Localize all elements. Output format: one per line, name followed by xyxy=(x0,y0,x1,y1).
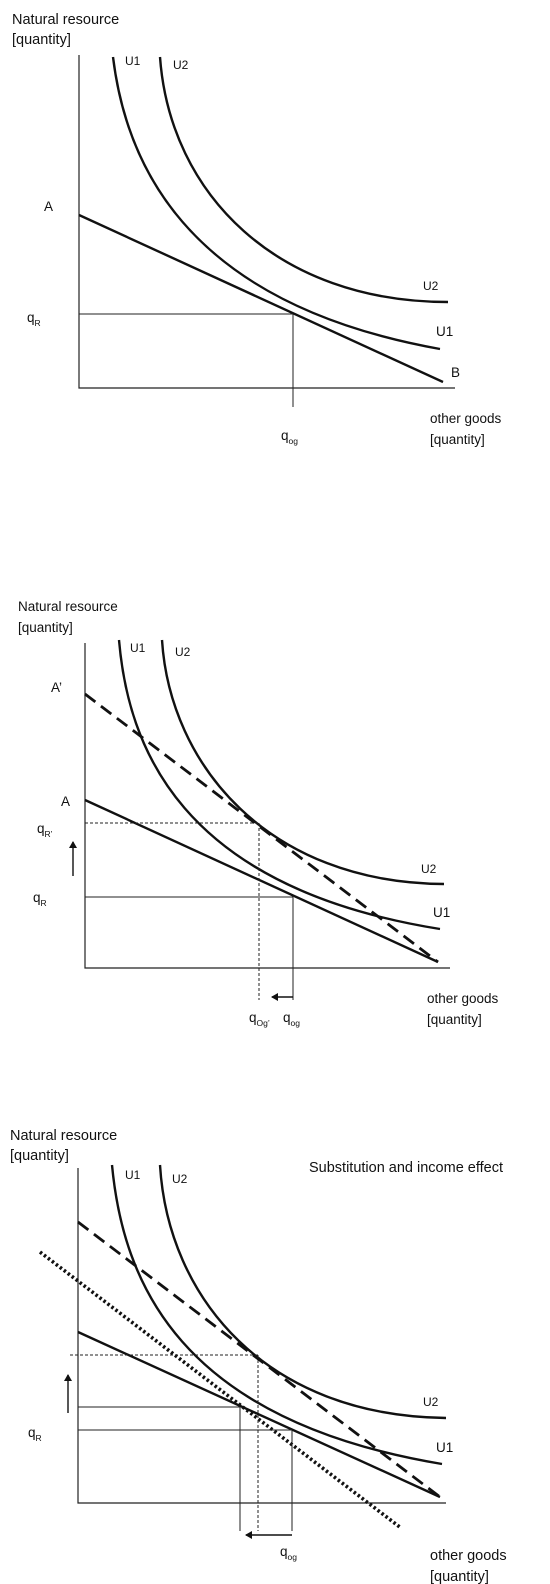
panel2-u2-label-top: U2 xyxy=(175,645,191,659)
panel2-budget-line-original xyxy=(84,798,439,964)
panel3-x-axis-unit: [quantity] xyxy=(430,1569,489,1584)
panel3-u1-label-right: U1 xyxy=(436,1440,453,1455)
panel3-u1-label-top: U1 xyxy=(125,1168,141,1182)
panel1-u1-label-right: U1 xyxy=(436,324,453,339)
panel2-qog-prime-label: qOg’ xyxy=(249,1010,270,1028)
panel2-axes xyxy=(84,643,450,969)
panel1-u2-label-top: U2 xyxy=(173,58,189,72)
panel3-y-axis-title: Natural resource xyxy=(10,1128,117,1144)
panel2-indifference-curve-u2 xyxy=(160,639,445,886)
panel3-u2-label-top: U2 xyxy=(172,1172,188,1186)
panel3-title: Substitution and income effect xyxy=(309,1160,503,1176)
panel1-budget-line-ab xyxy=(78,213,444,384)
panel2-x-axis-title: other goods xyxy=(427,991,499,1006)
panel1-point-a-label: A xyxy=(44,199,53,214)
panel2-qog-label: qog xyxy=(283,1010,300,1028)
panel-3-substitution-income-effect: Natural resource [quantity] Substitution… xyxy=(10,1128,507,1584)
panel2-qr-prime-label: qR’ xyxy=(37,821,53,839)
panel2-u1-label-top: U1 xyxy=(130,641,146,655)
panel1-point-b-label: B xyxy=(451,365,460,380)
panel1-axes xyxy=(78,55,455,389)
panel1-x-axis-title: other goods xyxy=(430,411,502,426)
panel1-qr-label: qR xyxy=(27,310,41,328)
panel3-qog-label: qog xyxy=(280,1544,297,1562)
panel1-indifference-curve-u1 xyxy=(111,56,441,351)
panel2-x-axis-unit: [quantity] xyxy=(427,1012,482,1027)
panel-2-price-change: Natural resource [quantity] U1 U2 U2 U1 … xyxy=(18,599,499,1028)
panel2-qr-label: qR xyxy=(33,890,47,908)
panel1-u2-label-right: U2 xyxy=(423,279,439,293)
panel1-indifference-curve-u2 xyxy=(158,56,449,304)
panel3-u2-label-right: U2 xyxy=(423,1395,439,1409)
panel2-point-a-prime-label: A’ xyxy=(51,680,62,695)
panel3-indifference-curve-u1 xyxy=(110,1164,443,1466)
panel3-budget-line-original xyxy=(77,1330,441,1499)
panel3-indifference-curve-u2 xyxy=(158,1164,447,1420)
panel3-compensated-budget-line-dotted xyxy=(38,1250,403,1530)
panel3-budget-line-new-dashed xyxy=(77,1220,441,1499)
panel3-y-axis-unit: [quantity] xyxy=(10,1148,69,1164)
panel2-u2-label-right: U2 xyxy=(421,862,437,876)
panel3-qr-label: qR xyxy=(28,1425,42,1443)
panel1-u1-label-top: U1 xyxy=(125,54,141,68)
panel1-y-axis-title: Natural resource xyxy=(12,12,119,28)
panel1-y-axis-unit: [quantity] xyxy=(12,32,71,48)
panel-1-basic-equilibrium: Natural resource [quantity] U1 U2 U2 U1 … xyxy=(12,12,502,447)
panel1-x-axis-unit: [quantity] xyxy=(430,432,485,447)
panel2-y-axis-unit: [quantity] xyxy=(18,620,73,635)
panel2-u1-label-right: U1 xyxy=(433,905,450,920)
panel1-qog-label: qog xyxy=(281,428,298,446)
panel2-indifference-curve-u1 xyxy=(117,639,441,931)
panel2-point-a-label: A xyxy=(61,794,70,809)
panel2-y-axis-title: Natural resource xyxy=(18,599,118,614)
panel2-budget-line-new-dashed xyxy=(84,692,439,964)
panel3-x-axis-title: other goods xyxy=(430,1548,507,1564)
